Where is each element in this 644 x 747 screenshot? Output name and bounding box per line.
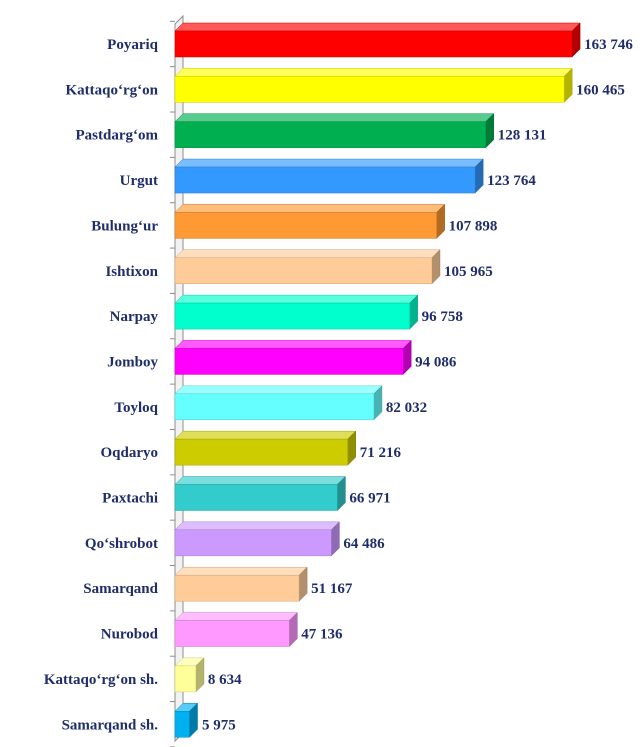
category-label: Jomboy (107, 354, 158, 370)
bar-top-face (174, 385, 383, 395)
value-label: 128 131 (498, 128, 547, 144)
value-label: 5 975 (202, 717, 236, 733)
bar (174, 67, 573, 103)
bar-top-face (174, 113, 495, 122)
bar (174, 611, 298, 648)
value-label: 51 167 (311, 581, 353, 597)
value-label: 71 216 (360, 445, 402, 461)
bar-top-face (174, 249, 441, 258)
category-label: Toyloq (114, 400, 158, 416)
value-label: 8 634 (208, 672, 242, 688)
bar (174, 657, 205, 693)
value-label: 66 971 (349, 491, 390, 507)
category-label: Bulung‘ur (91, 218, 158, 234)
category-label: Ishtixon (105, 264, 158, 280)
bar (174, 385, 383, 421)
bars (174, 22, 581, 738)
bar-front-face (174, 620, 290, 647)
bar-front-face (174, 257, 433, 284)
bar-front-face (174, 166, 476, 194)
bar-front-face (174, 438, 348, 466)
category-label: Qo‘shrobot (85, 536, 158, 552)
bar-top-face (174, 204, 446, 213)
bar (174, 203, 446, 240)
bar-front-face (174, 484, 338, 511)
bar (174, 339, 412, 376)
category-label: Urgut (120, 173, 158, 189)
bar (174, 113, 495, 149)
bar (174, 475, 347, 512)
bar-front-face (174, 76, 565, 103)
category-label: Samarqand (83, 581, 158, 597)
bar-front-face (174, 393, 375, 421)
category-label: Oqdaryo (100, 445, 158, 461)
value-label: 160 465 (576, 82, 625, 98)
bar-top-face (174, 521, 340, 531)
labels: Poyariq 163 746 Kattaqo‘rg‘on 160 465 Pastda… (44, 37, 634, 733)
bar-front-face (174, 30, 573, 58)
bar (174, 566, 308, 602)
bar-top-face (174, 566, 308, 576)
bar-top-face (174, 612, 298, 621)
bar-top-face (174, 158, 484, 168)
value-label: 107 898 (449, 218, 498, 234)
bar (174, 294, 419, 330)
bar-front-face (174, 711, 190, 738)
value-label: 64 486 (343, 536, 385, 552)
bar-top-face (174, 476, 347, 485)
bar-top-face (174, 430, 357, 440)
category-label: Pastdarg‘om (76, 128, 159, 144)
bar-front-face (174, 121, 486, 148)
value-label: 123 764 (487, 173, 536, 189)
category-label: Samarqand sh. (62, 717, 159, 733)
bar (174, 158, 484, 194)
bar-front-face (174, 212, 437, 239)
category-label: Nurobod (101, 627, 159, 643)
category-label: Kattaqo‘rg‘on sh. (44, 672, 158, 688)
bar (174, 22, 581, 58)
category-label: Poyariq (107, 37, 158, 53)
value-label: 94 086 (415, 354, 457, 370)
bar-top-face (174, 340, 412, 349)
bar (174, 521, 340, 557)
category-label: Narpay (110, 309, 159, 325)
bar-front-face (174, 348, 404, 375)
bar-top-face (174, 294, 419, 304)
bar (174, 702, 199, 738)
category-label: Paxtachi (102, 491, 158, 507)
bar-top-face (174, 68, 573, 77)
bar-front-face (174, 665, 197, 693)
value-label: 163 746 (584, 37, 633, 53)
bar (174, 249, 441, 285)
bar-front-face (174, 529, 332, 557)
bar-front-face (174, 302, 410, 330)
bar (174, 430, 357, 466)
bar-top-face (174, 22, 581, 32)
category-label: Kattaqo‘rg‘on (66, 82, 159, 98)
value-label: 105 965 (444, 264, 493, 280)
value-label: 47 136 (301, 627, 343, 643)
bar-front-face (174, 574, 300, 602)
value-label: 96 758 (422, 309, 463, 325)
value-label: 82 032 (386, 400, 427, 416)
